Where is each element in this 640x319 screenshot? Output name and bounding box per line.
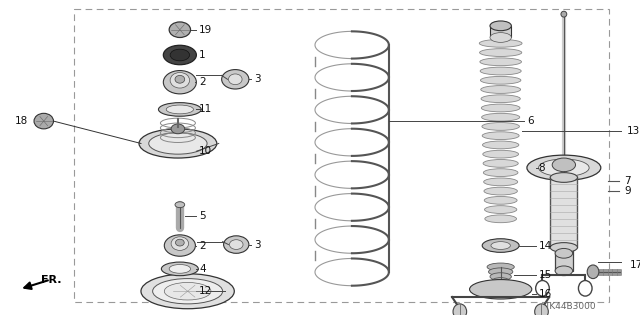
Ellipse shape xyxy=(171,237,189,250)
Ellipse shape xyxy=(481,76,521,84)
Ellipse shape xyxy=(159,103,201,116)
Ellipse shape xyxy=(490,273,511,280)
Ellipse shape xyxy=(490,33,511,42)
Ellipse shape xyxy=(221,70,249,89)
Ellipse shape xyxy=(163,70,196,94)
Ellipse shape xyxy=(550,243,577,252)
Ellipse shape xyxy=(484,187,517,195)
Bar xyxy=(555,249,573,271)
Ellipse shape xyxy=(552,158,575,172)
Ellipse shape xyxy=(481,85,520,93)
Ellipse shape xyxy=(492,278,510,286)
Text: 2: 2 xyxy=(199,241,206,250)
Ellipse shape xyxy=(139,129,217,158)
Ellipse shape xyxy=(482,113,520,121)
Ellipse shape xyxy=(479,49,522,56)
Ellipse shape xyxy=(169,264,191,273)
Ellipse shape xyxy=(482,132,519,140)
Text: FR.: FR. xyxy=(41,275,61,285)
Ellipse shape xyxy=(488,268,513,276)
Text: 12: 12 xyxy=(199,286,212,296)
Text: 16: 16 xyxy=(539,289,552,299)
Ellipse shape xyxy=(34,113,54,129)
Text: 7: 7 xyxy=(624,176,631,186)
Text: 9: 9 xyxy=(624,186,631,196)
Ellipse shape xyxy=(170,72,189,88)
Ellipse shape xyxy=(481,104,520,112)
Ellipse shape xyxy=(175,202,185,208)
Text: 2: 2 xyxy=(199,77,206,87)
Text: 4: 4 xyxy=(199,264,206,274)
Ellipse shape xyxy=(483,169,518,176)
Ellipse shape xyxy=(175,239,184,246)
Ellipse shape xyxy=(166,105,193,114)
Ellipse shape xyxy=(482,122,520,130)
Ellipse shape xyxy=(483,160,518,167)
Text: 15: 15 xyxy=(539,270,552,280)
Ellipse shape xyxy=(561,11,567,17)
Ellipse shape xyxy=(229,240,243,249)
Ellipse shape xyxy=(152,278,223,304)
Ellipse shape xyxy=(536,280,549,296)
Ellipse shape xyxy=(587,265,599,278)
Bar xyxy=(490,26,511,38)
Ellipse shape xyxy=(223,236,249,253)
Ellipse shape xyxy=(484,206,517,213)
Ellipse shape xyxy=(555,266,573,276)
Ellipse shape xyxy=(527,155,601,181)
Ellipse shape xyxy=(164,235,195,256)
Text: 6: 6 xyxy=(527,116,534,126)
Text: 1: 1 xyxy=(199,50,206,60)
Text: 17: 17 xyxy=(630,260,640,270)
Text: 13: 13 xyxy=(627,126,640,136)
Ellipse shape xyxy=(470,279,532,299)
Ellipse shape xyxy=(163,45,196,65)
Ellipse shape xyxy=(555,249,573,258)
Text: 18: 18 xyxy=(15,116,28,126)
Ellipse shape xyxy=(141,274,234,309)
Ellipse shape xyxy=(493,283,508,290)
Ellipse shape xyxy=(228,74,242,85)
Ellipse shape xyxy=(480,58,522,66)
Ellipse shape xyxy=(484,178,518,186)
Ellipse shape xyxy=(484,197,517,204)
Ellipse shape xyxy=(485,215,516,223)
Ellipse shape xyxy=(534,304,548,319)
Text: 10: 10 xyxy=(199,146,212,156)
Text: 3: 3 xyxy=(253,74,260,84)
Ellipse shape xyxy=(170,49,189,61)
Ellipse shape xyxy=(491,242,510,249)
Ellipse shape xyxy=(487,263,515,271)
Text: 19: 19 xyxy=(199,25,212,35)
Text: 14: 14 xyxy=(539,241,552,250)
Ellipse shape xyxy=(148,133,207,154)
Ellipse shape xyxy=(479,40,522,47)
Ellipse shape xyxy=(171,124,185,134)
Ellipse shape xyxy=(490,21,511,31)
Ellipse shape xyxy=(539,159,589,176)
Ellipse shape xyxy=(550,173,577,182)
Text: 11: 11 xyxy=(199,104,212,115)
Ellipse shape xyxy=(579,280,592,296)
Ellipse shape xyxy=(482,239,519,252)
Ellipse shape xyxy=(453,304,467,319)
Text: 5: 5 xyxy=(199,211,206,221)
Ellipse shape xyxy=(175,75,185,83)
Ellipse shape xyxy=(161,262,198,276)
Ellipse shape xyxy=(164,283,211,300)
Text: 3: 3 xyxy=(253,240,260,249)
Ellipse shape xyxy=(481,95,520,103)
Text: TK44B3000: TK44B3000 xyxy=(545,302,596,311)
Bar xyxy=(550,177,577,248)
Ellipse shape xyxy=(483,141,519,149)
Ellipse shape xyxy=(480,67,521,75)
Ellipse shape xyxy=(483,150,518,158)
Text: 8: 8 xyxy=(539,163,545,173)
Ellipse shape xyxy=(169,22,191,38)
